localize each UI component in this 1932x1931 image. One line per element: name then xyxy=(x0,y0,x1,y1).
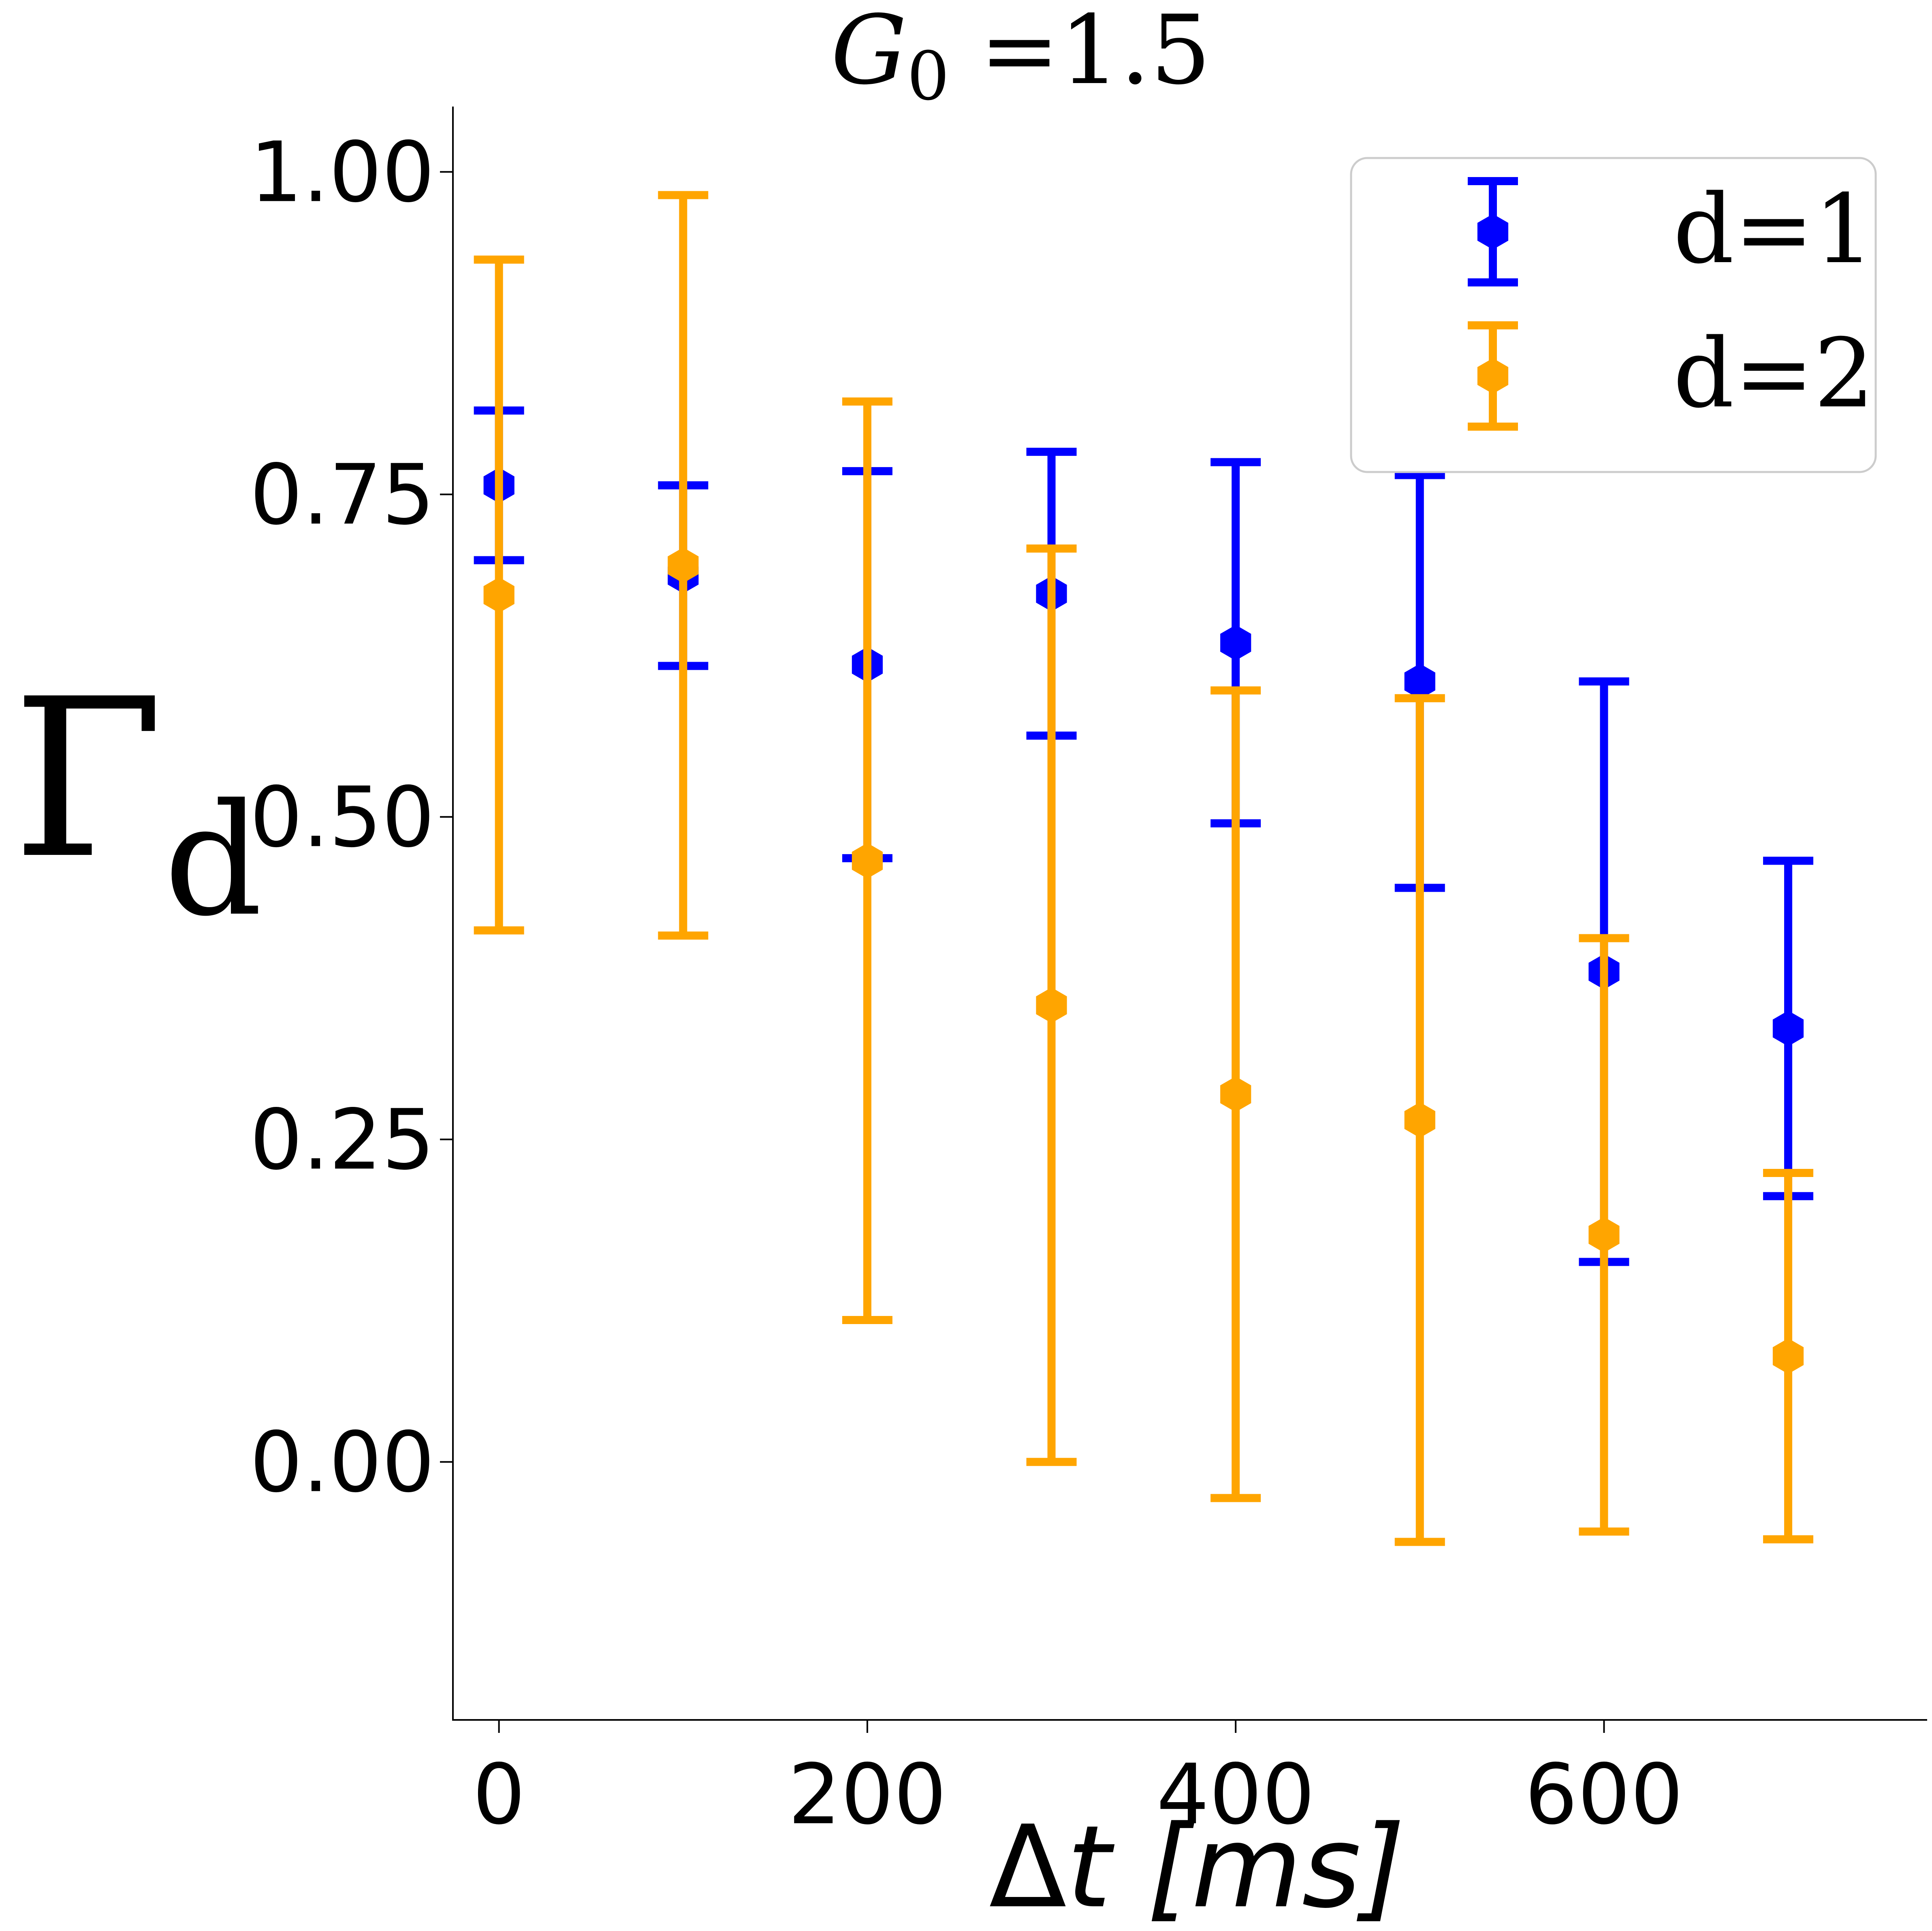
legend-label: d=1 xyxy=(1673,174,1874,285)
axes xyxy=(452,107,1927,1721)
data-point-marker xyxy=(1588,1217,1620,1253)
data-point-marker xyxy=(1772,1010,1804,1047)
x-tick-label: 200 xyxy=(788,1747,946,1843)
x-tick-label: 600 xyxy=(1525,1747,1683,1843)
data-point-marker xyxy=(668,547,699,583)
y-axis-label: Γd xyxy=(12,652,263,950)
y-tick-label: 0.00 xyxy=(250,1414,435,1511)
tick-layer: 0.00 0.25 0.50 0.75 1.00 0 200 400 600 xyxy=(250,124,1684,1843)
data-point-marker xyxy=(852,843,883,879)
data-point-marker xyxy=(483,577,514,613)
y-tick-label: 0.50 xyxy=(250,769,435,866)
data-point-marker xyxy=(1220,625,1251,661)
data-point-marker xyxy=(1772,1338,1804,1374)
x-tick-label: 400 xyxy=(1157,1747,1315,1843)
errorbar-layer xyxy=(474,191,1814,1546)
chart-title: G0 =1.5 xyxy=(831,0,1211,115)
legend-marker xyxy=(1477,214,1509,250)
y-tick-label: 0.75 xyxy=(250,447,435,543)
data-point-marker xyxy=(1220,1076,1251,1112)
legend: d=1d=2 xyxy=(1350,157,1877,473)
data-point-marker xyxy=(1404,663,1435,699)
x-tick-label: 0 xyxy=(472,1747,525,1843)
series-d=1 xyxy=(474,406,1814,1266)
x-axis-label: Δt [ms] xyxy=(989,1801,1405,1931)
data-point-marker xyxy=(1404,1102,1435,1138)
y-tick-label: 0.25 xyxy=(250,1092,435,1188)
series-d=2 xyxy=(474,191,1814,1546)
legend-entry-d=2: d=2 xyxy=(1468,318,1874,431)
legend-label: d=2 xyxy=(1673,318,1874,429)
data-point-marker xyxy=(1036,987,1067,1023)
y-tick-label: 1.00 xyxy=(250,124,435,221)
legend-marker xyxy=(1477,358,1509,394)
legend-entry-d=1: d=1 xyxy=(1468,174,1874,286)
